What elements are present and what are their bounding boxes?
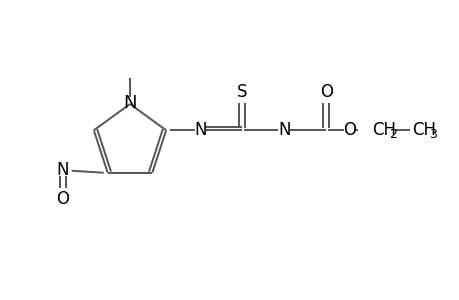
Text: N: N [194, 121, 206, 139]
Text: O: O [342, 121, 355, 139]
Text: O: O [56, 190, 69, 208]
Text: O: O [319, 83, 332, 101]
Text: CH: CH [371, 121, 395, 139]
Text: S: S [236, 83, 247, 101]
Text: 3: 3 [428, 128, 436, 141]
Text: N: N [56, 161, 69, 179]
Text: N: N [123, 94, 136, 112]
Text: 2: 2 [388, 128, 396, 141]
Text: CH: CH [411, 121, 435, 139]
Text: N: N [277, 121, 290, 139]
